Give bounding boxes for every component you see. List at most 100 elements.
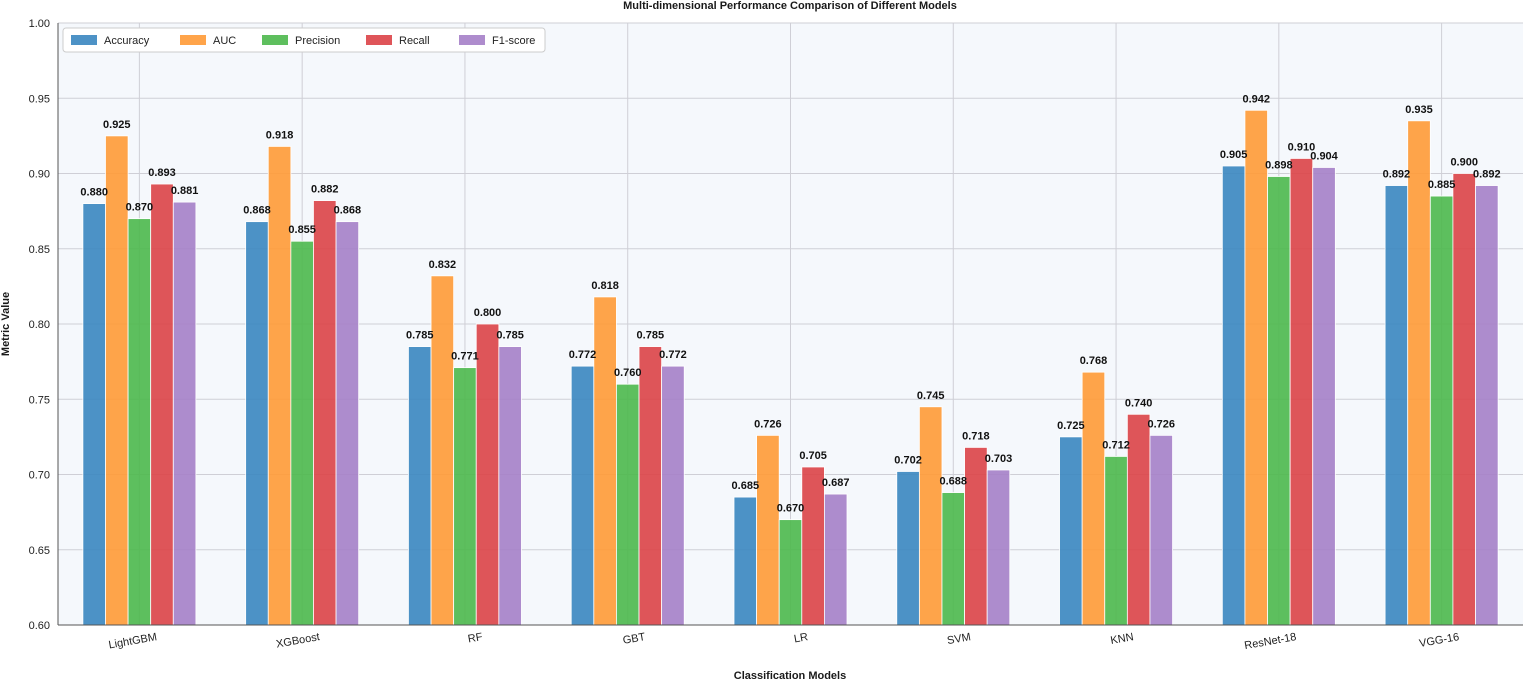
data-label: 0.712	[1102, 439, 1130, 451]
data-label: 0.772	[569, 349, 597, 361]
y-tick-label: 0.65	[29, 545, 50, 557]
y-tick-label: 0.85	[29, 244, 50, 256]
data-label: 0.892	[1383, 169, 1411, 181]
legend-label: AUC	[213, 35, 236, 47]
data-label: 0.882	[311, 184, 339, 196]
data-label: 0.768	[1080, 355, 1108, 367]
x-tick-label: LightGBM	[108, 631, 158, 651]
x-tick-label: GBT	[622, 631, 647, 647]
data-label: 0.918	[266, 129, 294, 141]
x-axis-label: Classification Models	[734, 670, 846, 680]
legend-swatch-recall	[366, 35, 392, 45]
legend-label: F1-score	[492, 35, 535, 47]
bar-recall-svm	[964, 447, 988, 626]
bar-accuracy-resnet-18	[1221, 165, 1246, 626]
bar-auc-knn	[1081, 371, 1106, 626]
x-tick-label: XGBoost	[275, 631, 320, 650]
y-axis-label: Metric Value	[0, 292, 12, 356]
data-label: 0.898	[1265, 160, 1293, 172]
bar-f1-score-knn	[1149, 434, 1173, 626]
bar-accuracy-lr	[733, 496, 758, 626]
bar-accuracy-xgboost	[245, 221, 269, 626]
bar-f1-score-xgboost	[335, 221, 360, 626]
data-label: 0.904	[1310, 150, 1338, 162]
legend-label: Accuracy	[104, 35, 150, 47]
data-label: 0.893	[148, 167, 176, 179]
data-label: 0.705	[799, 450, 827, 462]
bar-recall-vgg-16	[1452, 173, 1476, 626]
chart-title: Multi-dimensional Performance Comparison…	[623, 0, 957, 12]
data-label: 0.726	[1147, 418, 1175, 430]
data-label: 0.935	[1405, 104, 1433, 116]
data-label: 0.881	[171, 185, 199, 197]
x-tick-label: ResNet-18	[1243, 631, 1297, 652]
data-label: 0.745	[917, 390, 945, 402]
data-label: 0.870	[126, 202, 154, 214]
bar-auc-vgg-16	[1407, 120, 1431, 626]
y-tick-label: 0.90	[29, 169, 50, 181]
x-tick-label: RF	[467, 631, 484, 645]
data-label: 0.771	[451, 351, 479, 363]
bar-auc-gbt	[593, 296, 617, 626]
x-tick-label: VGG-16	[1418, 631, 1460, 650]
bar-precision-lightgbm	[127, 218, 152, 626]
data-label: 0.725	[1057, 420, 1085, 432]
data-label: 0.702	[894, 454, 922, 466]
data-label: 0.892	[1473, 169, 1501, 181]
bar-f1-score-gbt	[661, 365, 685, 626]
data-label: 0.925	[103, 119, 131, 131]
data-label: 0.868	[243, 205, 271, 217]
bar-precision-xgboost	[290, 240, 314, 626]
bar-f1-score-lr	[824, 493, 848, 626]
data-label: 0.885	[1428, 179, 1456, 191]
data-label: 0.688	[940, 476, 968, 488]
bar-f1-score-svm	[986, 469, 1011, 626]
bar-precision-vgg-16	[1429, 195, 1454, 626]
legend: Accuracy AUC Precision Recall F1-score	[62, 27, 546, 53]
bar-recall-lr	[801, 466, 825, 626]
bar-f1-score-resnet-18	[1312, 167, 1336, 626]
plot-area: 0.60 0.65 0.70 0.75 0.80 0.85 0.90 0.95 1.00 Ligh…	[29, 18, 1523, 652]
bar-recall-xgboost	[313, 200, 337, 626]
x-tick-label: LR	[793, 631, 809, 645]
bar-accuracy-lightgbm	[82, 203, 106, 626]
data-label: 0.685	[732, 480, 760, 492]
data-label: 0.740	[1125, 397, 1153, 409]
bar-f1-score-lightgbm	[172, 201, 197, 626]
bar-precision-knn	[1104, 456, 1128, 626]
data-label: 0.942	[1242, 93, 1270, 105]
bar-recall-gbt	[638, 346, 663, 626]
data-label: 0.703	[985, 453, 1013, 465]
bar-precision-gbt	[616, 383, 640, 626]
legend-swatch-accuracy	[71, 35, 97, 45]
data-label: 0.910	[1288, 141, 1316, 153]
legend-label: Recall	[399, 35, 430, 47]
data-label: 0.785	[637, 330, 665, 342]
bar-auc-xgboost	[267, 146, 292, 626]
data-label: 0.718	[962, 430, 990, 442]
data-label: 0.785	[496, 330, 524, 342]
data-label: 0.832	[429, 259, 457, 271]
y-tick-label: 1.00	[29, 18, 50, 30]
x-tick-label: KNN	[1110, 631, 1135, 647]
bar-accuracy-vgg-16	[1384, 185, 1409, 626]
data-label: 0.800	[474, 307, 502, 319]
bar-recall-resnet-18	[1289, 158, 1314, 626]
bar-auc-rf	[430, 275, 455, 626]
data-label: 0.670	[777, 503, 805, 515]
data-label: 0.880	[80, 187, 108, 199]
y-tick-label: 0.70	[29, 470, 50, 482]
bar-precision-svm	[941, 492, 965, 626]
bar-f1-score-vgg-16	[1475, 185, 1499, 626]
bar-accuracy-gbt	[570, 365, 595, 626]
data-label: 0.726	[754, 418, 782, 430]
x-tick-label: SVM	[946, 631, 972, 647]
bar-precision-lr	[778, 519, 803, 626]
legend-swatch-auc	[180, 35, 206, 45]
bar-precision-rf	[453, 367, 477, 626]
legend-label: Precision	[295, 35, 340, 47]
bar-recall-lightgbm	[150, 183, 174, 626]
data-label: 0.905	[1220, 149, 1248, 161]
bar-auc-lr	[756, 434, 780, 626]
